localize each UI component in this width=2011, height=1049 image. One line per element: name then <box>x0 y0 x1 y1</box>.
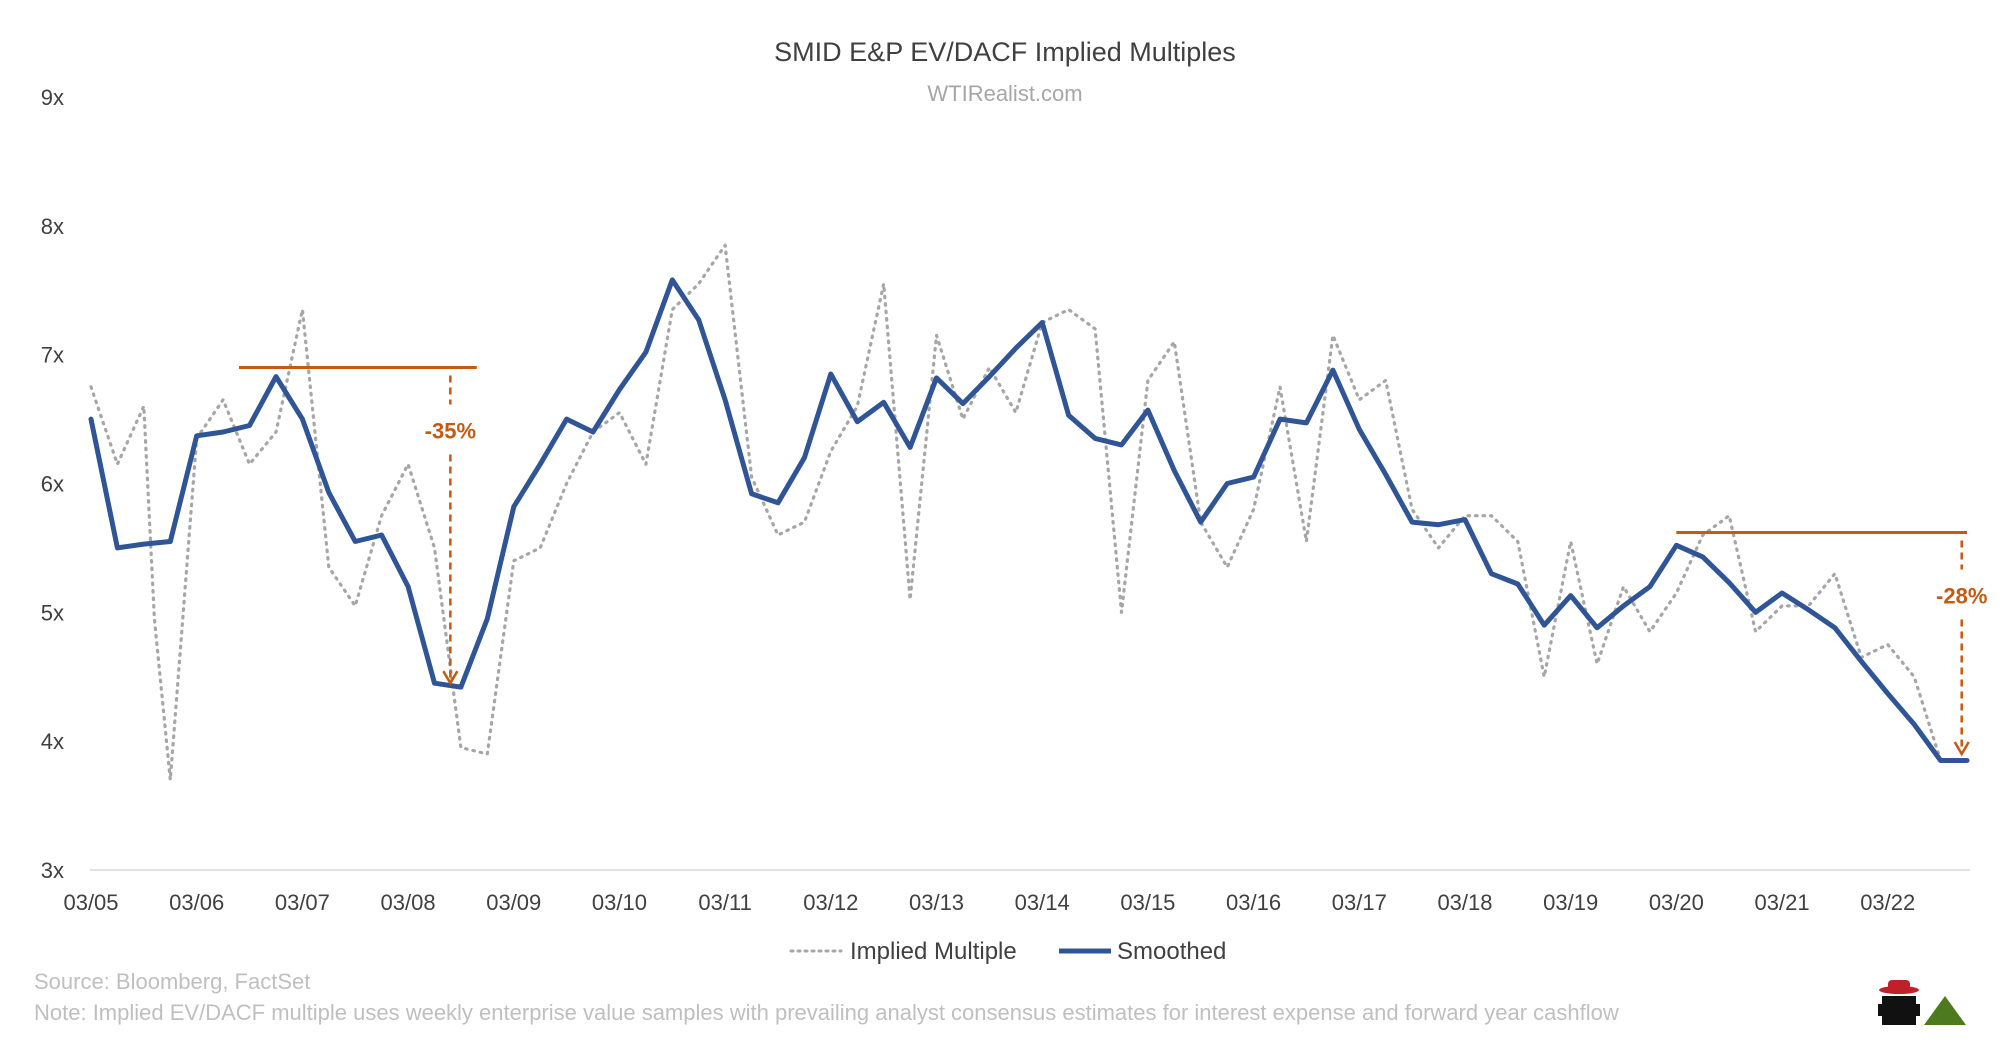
legend: Implied Multiple Smoothed <box>789 938 1226 965</box>
x-tick-label: 03/09 <box>486 890 541 915</box>
x-tick-label: 03/18 <box>1437 890 1492 915</box>
x-tick-label: 03/13 <box>909 890 964 915</box>
x-tick-label: 03/16 <box>1226 890 1281 915</box>
y-tick-label: 8x <box>41 214 64 239</box>
x-tick-label: 03/20 <box>1649 890 1704 915</box>
method-note: Note: Implied EV/DACF multiple uses week… <box>34 1000 1619 1025</box>
x-tick-label: 03/17 <box>1332 890 1387 915</box>
x-tick-label: 03/21 <box>1755 890 1810 915</box>
drawdown-label: -28% <box>1936 583 1987 608</box>
series-implied-multiple-line <box>89 243 1969 782</box>
x-tick-label: 03/06 <box>169 890 224 915</box>
y-tick-label: 4x <box>41 729 64 754</box>
y-axis: 3x 4x 5x 6x 7x 8x 9x <box>41 85 64 883</box>
drawdown-label: -35% <box>425 419 476 444</box>
y-tick-label: 7x <box>41 343 64 368</box>
x-tick-label: 03/12 <box>803 890 858 915</box>
x-tick-label: 03/05 <box>63 890 118 915</box>
x-tick-label: 03/14 <box>1015 890 1070 915</box>
legend-smoothed-label: Smoothed <box>1117 938 1226 965</box>
series-smoothed-line <box>88 277 1970 763</box>
source-note: Source: Bloomberg, FactSet <box>34 969 311 994</box>
cowboy-hat-logo-icon <box>1878 980 1966 1025</box>
x-tick-label: 03/07 <box>275 890 330 915</box>
x-tick-label: 03/08 <box>381 890 436 915</box>
annotation-layer: -35% -28% <box>238 366 1987 757</box>
drawdown-arrowhead <box>1953 741 1970 757</box>
y-tick-label: 5x <box>41 600 64 625</box>
chart-subtitle: WTIRealist.com <box>927 81 1082 106</box>
chart-title: SMID E&P EV/DACF Implied Multiples <box>774 37 1236 67</box>
legend-implied-label: Implied Multiple <box>850 938 1017 965</box>
x-tick-label: 03/15 <box>1120 890 1175 915</box>
drawdown-arrowhead <box>442 670 459 686</box>
x-axis: 03/05 03/06 03/07 03/08 03/09 03/10 03/11 03/12… <box>63 890 1915 915</box>
y-tick-label: 6x <box>41 472 64 497</box>
x-tick-label: 03/11 <box>698 890 751 915</box>
series-layer <box>88 243 1970 782</box>
y-tick-label: 9x <box>41 85 64 110</box>
x-tick-label: 03/10 <box>592 890 647 915</box>
y-tick-label: 3x <box>41 858 64 883</box>
x-tick-label: 03/19 <box>1543 890 1598 915</box>
x-tick-label: 03/22 <box>1860 890 1915 915</box>
